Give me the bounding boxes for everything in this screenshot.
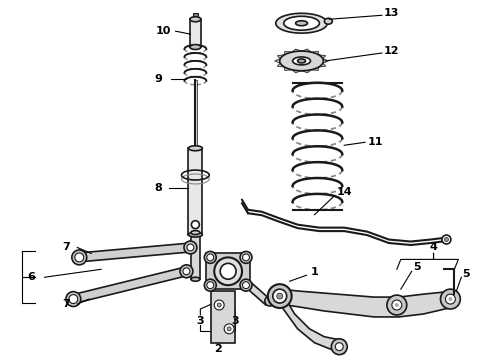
Circle shape [207,254,214,261]
Text: 3: 3 [196,316,204,326]
Circle shape [187,244,194,251]
Ellipse shape [324,18,332,24]
Bar [211,291,235,343]
Ellipse shape [297,59,306,63]
Bar [194,80,197,175]
Circle shape [240,251,252,264]
Circle shape [441,289,460,309]
Ellipse shape [293,57,311,65]
Circle shape [217,303,221,307]
Circle shape [69,294,78,303]
Circle shape [268,284,292,308]
Circle shape [273,289,287,303]
Polygon shape [240,276,270,305]
Polygon shape [301,70,311,73]
Polygon shape [318,63,326,67]
Text: 4: 4 [430,243,438,252]
Text: 11: 11 [367,137,383,147]
Circle shape [395,303,399,307]
Bar [193,13,198,21]
Circle shape [227,327,231,331]
Text: 5: 5 [463,269,470,279]
Text: 5: 5 [413,262,420,272]
Polygon shape [311,51,318,55]
Polygon shape [277,55,285,59]
Text: 6: 6 [28,272,36,282]
Circle shape [243,282,249,289]
Text: 7: 7 [63,299,70,309]
Polygon shape [79,243,191,262]
Polygon shape [323,59,328,63]
Polygon shape [311,67,318,70]
Circle shape [392,300,402,310]
Circle shape [444,238,448,242]
Polygon shape [285,67,292,70]
Circle shape [204,279,216,291]
Circle shape [214,257,242,285]
Polygon shape [292,49,301,52]
Polygon shape [206,253,250,289]
Ellipse shape [276,13,327,33]
Text: 2: 2 [214,344,222,354]
Circle shape [445,294,455,304]
Circle shape [243,254,249,261]
Circle shape [335,343,343,351]
Ellipse shape [280,51,323,71]
Polygon shape [285,51,292,55]
Circle shape [442,235,451,244]
Text: 7: 7 [63,243,70,252]
Polygon shape [301,49,311,52]
Circle shape [220,264,236,279]
Circle shape [265,296,275,306]
Circle shape [214,300,224,310]
Circle shape [66,292,81,306]
Circle shape [75,253,84,262]
Circle shape [180,265,193,278]
Text: 13: 13 [384,8,399,18]
Circle shape [192,221,199,229]
Circle shape [72,250,87,265]
Circle shape [448,297,452,301]
Polygon shape [318,55,326,59]
Bar [190,19,201,47]
Ellipse shape [189,146,202,151]
Ellipse shape [189,232,202,237]
Circle shape [224,324,234,334]
Ellipse shape [191,277,200,281]
Circle shape [331,339,347,355]
Polygon shape [280,289,453,317]
Text: 10: 10 [156,26,171,36]
Ellipse shape [190,45,201,50]
Bar [189,148,202,235]
Ellipse shape [190,17,201,22]
Circle shape [184,241,197,254]
Text: 8: 8 [155,183,163,193]
Circle shape [183,268,190,275]
Polygon shape [280,289,344,354]
Text: 9: 9 [155,74,163,84]
Circle shape [387,295,407,315]
Text: 3: 3 [231,316,239,326]
Text: 12: 12 [384,46,400,56]
Polygon shape [292,70,301,73]
Polygon shape [275,59,280,63]
Ellipse shape [191,231,200,235]
Text: 14: 14 [337,187,352,197]
Polygon shape [72,267,188,303]
Polygon shape [277,63,285,67]
Text: 1: 1 [311,267,319,277]
Ellipse shape [284,16,319,30]
Circle shape [204,251,216,264]
Circle shape [240,279,252,291]
Circle shape [277,293,283,299]
Ellipse shape [295,21,308,26]
Circle shape [207,282,214,289]
Bar [191,233,200,279]
